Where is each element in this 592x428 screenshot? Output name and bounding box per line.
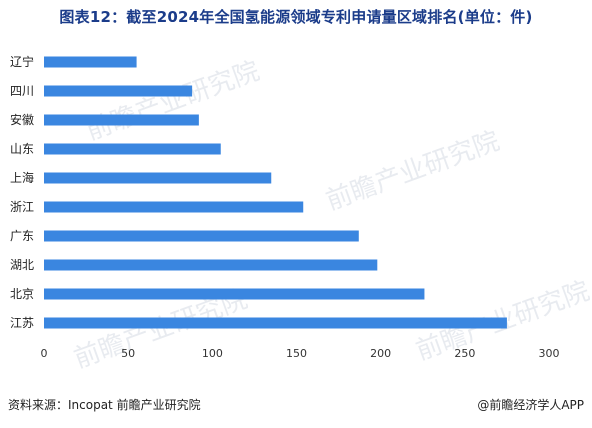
bar-5 [44,172,272,184]
footer: 资料来源：Incopat 前瞻产业研究院 @前瞻经济学人APP [8,396,584,416]
category-label: 浙江 [10,200,34,214]
bar-9 [44,288,425,300]
bar-4 [44,143,221,155]
chart-title: 图表12：截至2024年全国氢能源领域专利申请量区域排名(单位：件) [59,8,533,26]
category-label: 上海 [10,170,34,185]
watermark-text: 前瞻产业研究院 [82,56,263,146]
bar-3 [44,114,199,126]
x-tick-label: 50 [121,347,135,360]
watermark-text: 前瞻产业研究院 [322,126,503,216]
x-tick-label: 200 [370,347,391,360]
bars-group [44,56,507,329]
x-tick-label: 300 [539,347,560,360]
bar-1 [44,56,137,68]
category-label: 广东 [10,229,34,243]
category-label: 安徽 [10,112,34,127]
category-label: 江苏 [10,316,34,330]
category-label: 北京 [10,287,34,301]
brand-credit: @前瞻经济学人APP [477,398,584,412]
source-note: 资料来源：Incopat 前瞻产业研究院 [8,398,201,412]
category-label: 辽宁 [10,54,34,69]
x-tick-label: 0 [41,347,48,360]
x-tick-label: 150 [286,347,307,360]
bar-8 [44,259,378,271]
bar-2 [44,85,193,97]
bar-7 [44,230,359,242]
category-label: 湖北 [10,257,34,272]
category-label: 四川 [10,84,34,98]
category-label: 山东 [10,142,34,156]
bar-10 [44,317,507,329]
bar-6 [44,201,304,213]
x-tick-label: 250 [454,347,475,360]
x-tick-labels: 0 50 100 150 200 250 300 [41,347,560,360]
x-tick-label: 100 [202,347,223,360]
